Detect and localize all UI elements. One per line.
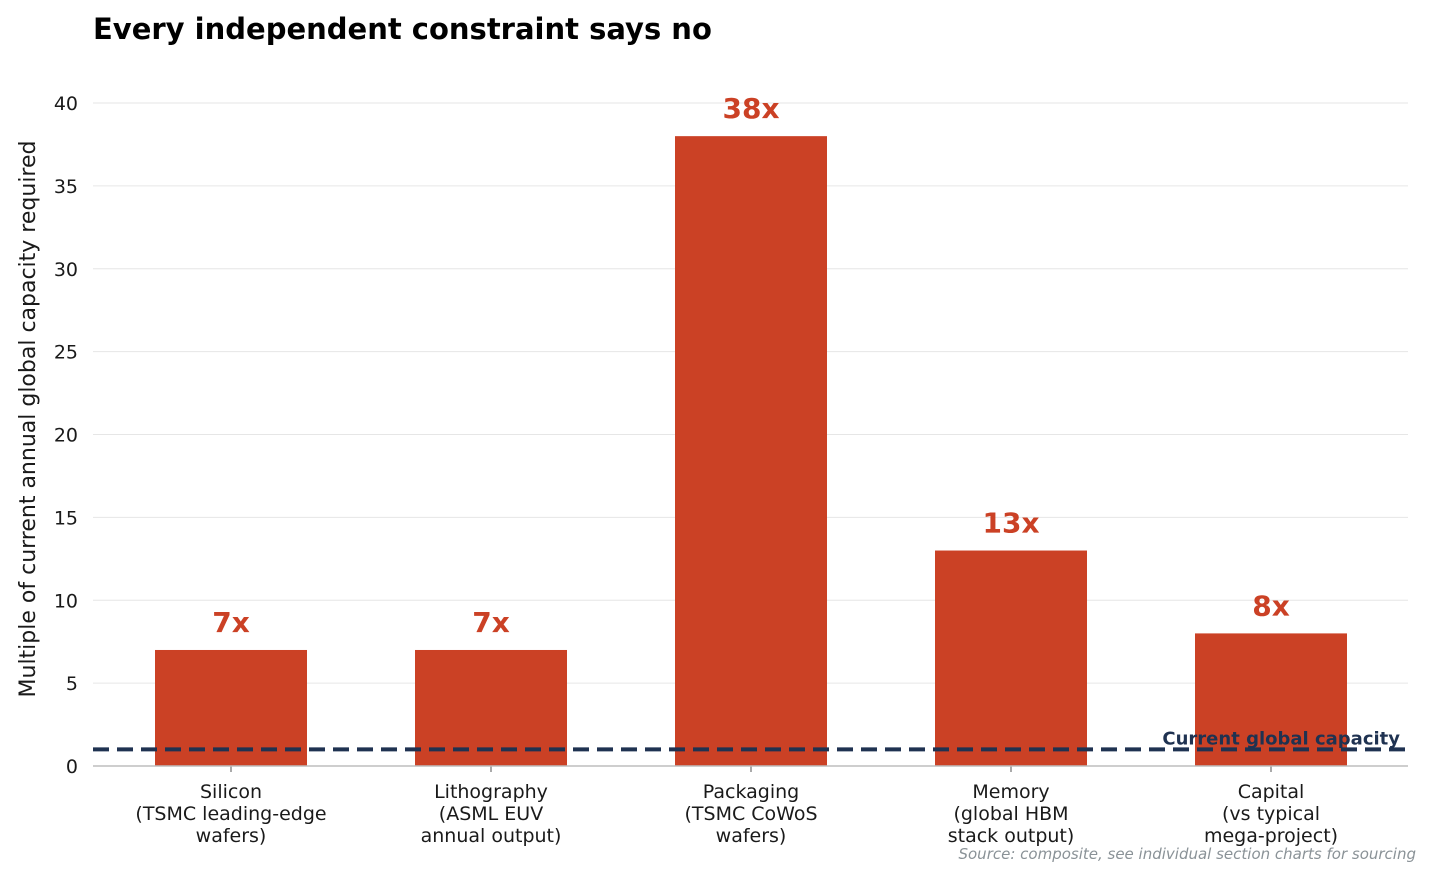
- data-label: 13x: [982, 507, 1039, 540]
- y-tick-label: 40: [54, 93, 78, 115]
- y-tick-label: 5: [66, 673, 78, 695]
- y-tick-label: 0: [66, 756, 78, 778]
- y-tick-label: 35: [54, 176, 78, 198]
- y-axis-label: Multiple of current annual global capaci…: [16, 141, 41, 698]
- reference-line-group: Current global capacity: [93, 728, 1408, 752]
- y-tick-label: 20: [54, 425, 78, 447]
- x-tick-label: Memory (global HBM stack output): [948, 781, 1075, 847]
- y-tick-label: 30: [54, 259, 78, 281]
- chart-title: Every independent constraint says no: [93, 12, 712, 46]
- axes: 0 5 10 15 20 25 30 35 40 Silicon (TSMC leading-edg…: [54, 93, 1408, 847]
- bar: [675, 136, 827, 766]
- bar: [155, 649, 307, 766]
- data-label: 8x: [1252, 589, 1290, 622]
- x-tick-label: Capital (vs typical mega-project): [1204, 781, 1338, 847]
- x-tick-label: Lithography (ASML EUV annual output): [421, 781, 562, 847]
- data-label: 7x: [212, 606, 250, 639]
- reference-line-label: Current global capacity: [1162, 728, 1400, 749]
- y-tick-label: 10: [54, 590, 78, 612]
- x-tick-label: Packaging (TSMC CoWoS wafers): [684, 781, 817, 847]
- y-tick-label: 15: [54, 507, 78, 529]
- x-tick-label: Silicon (TSMC leading-edge wafers): [135, 781, 326, 847]
- bar: [935, 550, 1087, 766]
- data-label: 7x: [472, 606, 510, 639]
- y-tick-label: 25: [54, 342, 78, 364]
- bar: [1195, 633, 1347, 766]
- source-note: Source: composite, see individual sectio…: [958, 845, 1416, 863]
- data-label: 38x: [722, 92, 779, 125]
- bars: 7x 7x 38x 13x 8x: [155, 92, 1347, 766]
- bar: [415, 649, 567, 766]
